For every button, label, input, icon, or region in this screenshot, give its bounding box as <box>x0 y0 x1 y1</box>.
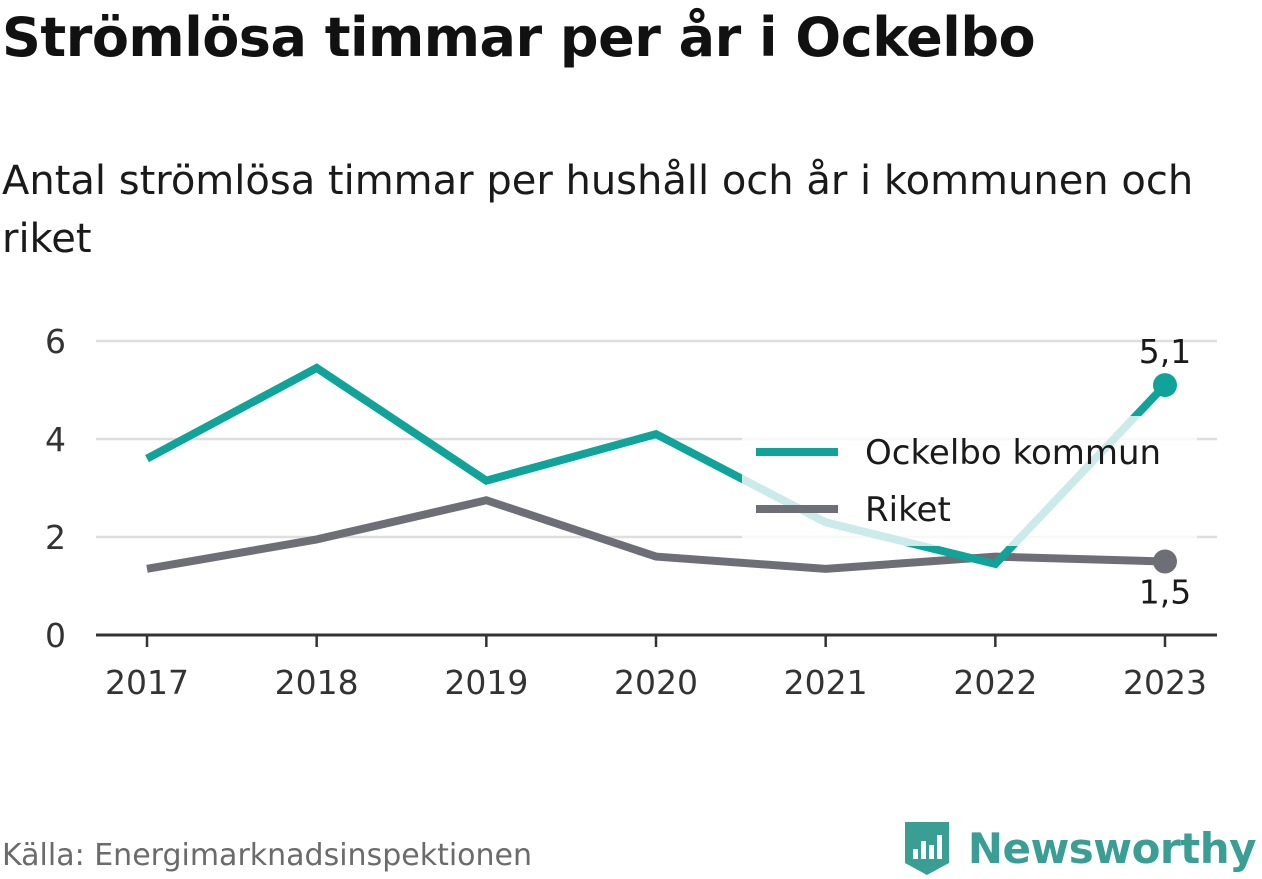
end-marker-riket <box>1153 549 1177 574</box>
x-tick-label-2017: 2017 <box>105 663 189 702</box>
x-tick-label-2023: 2023 <box>1123 663 1207 702</box>
legend-background <box>742 416 1197 546</box>
x-tick-label-2019: 2019 <box>444 663 528 702</box>
x-tick-label-2021: 2021 <box>784 663 868 702</box>
series-lines <box>143 363 1177 574</box>
data-point-ockelbo-kommun-2018 <box>313 364 321 372</box>
y-tick-label-4: 4 <box>45 420 66 459</box>
series-line-ockelbo-kommun <box>145 363 1168 569</box>
data-point-ockelbo-kommun-2017 <box>143 455 151 463</box>
legend: Ockelbo kommun Riket <box>742 416 1197 546</box>
x-tick-label-2018: 2018 <box>275 663 359 702</box>
brand-name: Newsworthy <box>967 823 1257 873</box>
x-axis: 2017 2018 2019 2020 2021 2022 2023 <box>96 633 1217 702</box>
legend-label-riket: Riket <box>865 490 951 530</box>
end-label-riket: 1,5 <box>1139 573 1191 612</box>
end-label-ockelbo-kommun: 5,1 <box>1139 332 1191 371</box>
newsworthy-logo-icon <box>904 822 949 875</box>
legend-label-ockelbo-kommun: Ockelbo kommun <box>865 433 1161 473</box>
x-tick-label-2022: 2022 <box>953 663 1037 702</box>
end-labels: 5,1 1,5 <box>1139 332 1191 611</box>
data-point-ockelbo-kommun-2022 <box>991 560 999 568</box>
y-tick-label-6: 6 <box>45 322 66 361</box>
chart-title: Strömlösa timmar per år i Ockelbo <box>2 6 1036 69</box>
chart-subtitle: Antal strömlösa timmar per hushåll och å… <box>2 158 1194 262</box>
x-tick-label-2020: 2020 <box>614 663 698 702</box>
data-point-ockelbo-kommun-2020 <box>652 430 660 438</box>
y-axis-tick-labels: 0 2 4 6 <box>45 322 66 655</box>
data-point-riket-2020 <box>652 553 660 561</box>
data-point-riket-2017 <box>143 565 151 573</box>
series-line-riket <box>146 496 1166 573</box>
data-point-riket-2021 <box>822 565 830 573</box>
data-point-riket-2018 <box>313 535 321 543</box>
y-tick-label-0: 0 <box>45 616 66 655</box>
end-marker-ockelbo-kommun <box>1153 373 1177 398</box>
data-point-ockelbo-kommun-2019 <box>482 477 490 485</box>
data-point-riket-2019 <box>482 496 490 504</box>
source-note: Källa: Energimarknadsinspektionen <box>2 838 533 873</box>
brand[interactable]: Newsworthy <box>902 818 1257 878</box>
y-tick-label-2: 2 <box>45 518 66 557</box>
